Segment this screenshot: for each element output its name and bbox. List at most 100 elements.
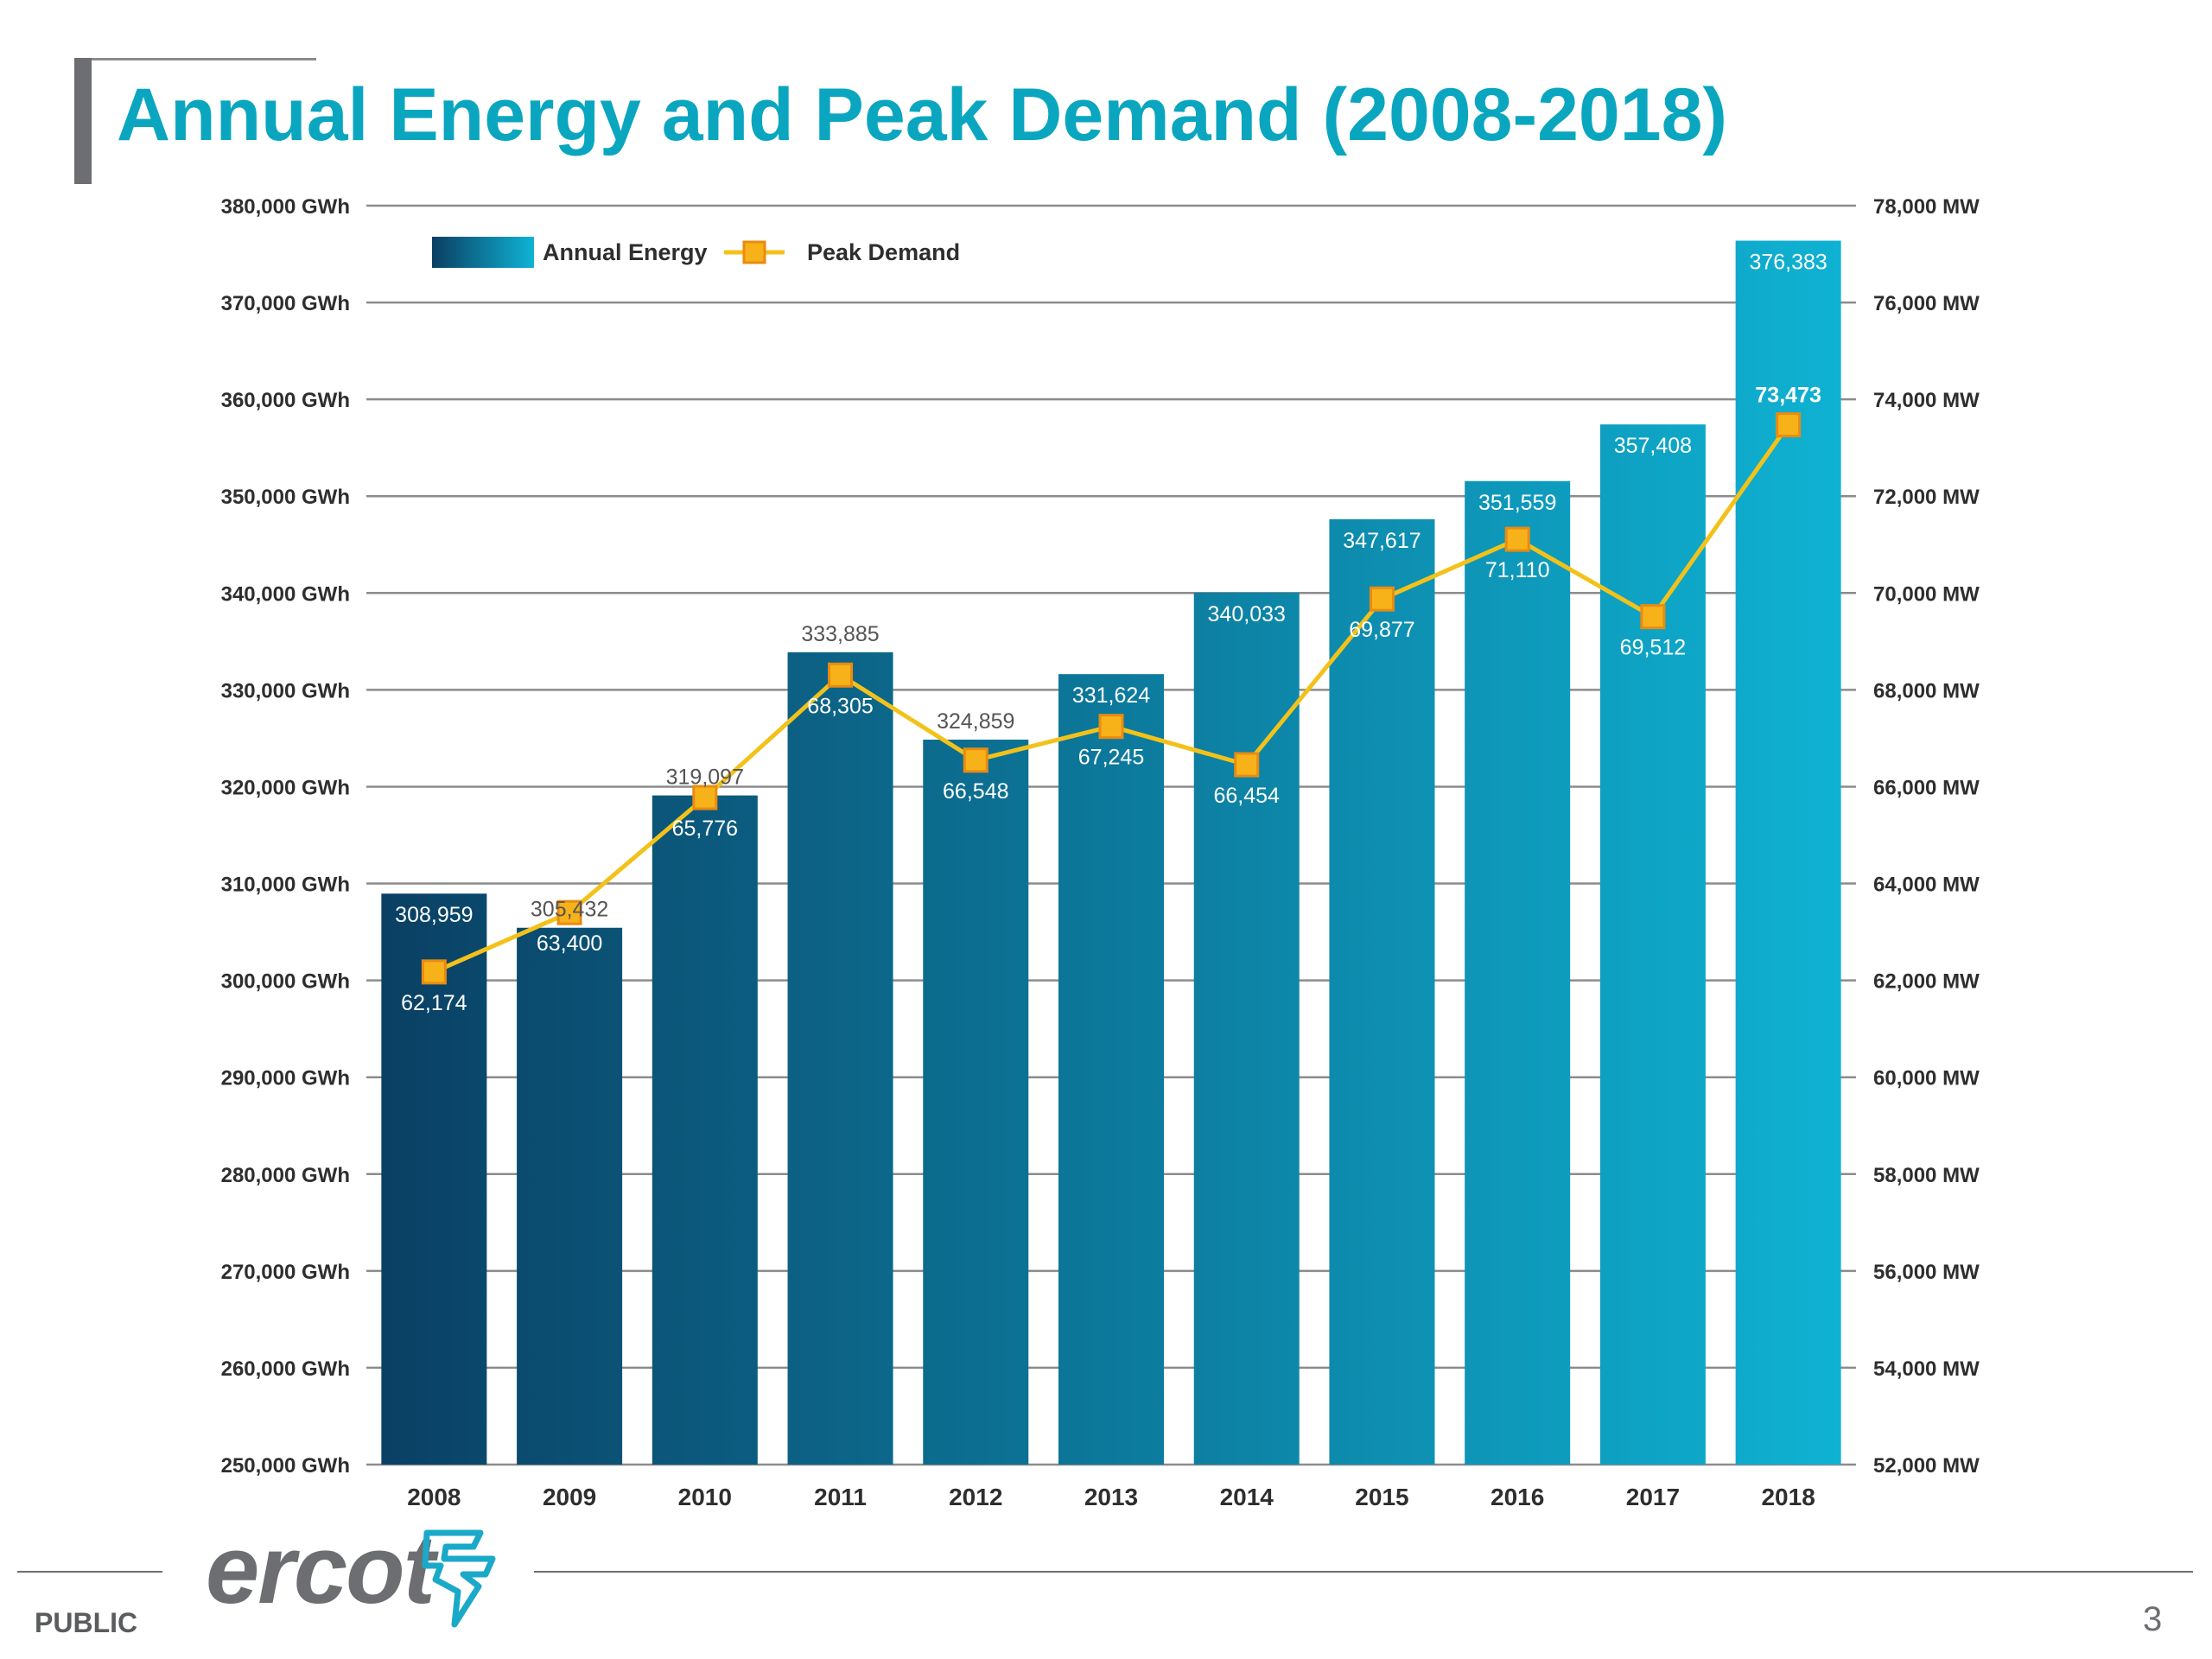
legend-marker-peak-demand bbox=[742, 240, 766, 264]
bar-annual-energy-2014 bbox=[1193, 592, 1300, 1465]
slide-title: Annual Energy and Peak Demand (2008-2018… bbox=[117, 73, 1728, 156]
left-tick-label: 340,000 GWh bbox=[221, 582, 350, 606]
peak-demand-data-label: 71,110 bbox=[1485, 558, 1550, 582]
annual-energy-data-label: 324,859 bbox=[937, 709, 1014, 734]
peak-demand-point-2008 bbox=[421, 959, 447, 985]
annual-energy-data-label: 357,408 bbox=[1614, 434, 1692, 458]
bar-annual-energy-2016 bbox=[1465, 480, 1571, 1465]
annual-energy-data-label: 319,097 bbox=[666, 766, 744, 790]
bar-annual-energy-2011 bbox=[787, 652, 893, 1465]
x-tick-label: 2009 bbox=[543, 1484, 596, 1510]
logo-wordmark: ercot bbox=[206, 1516, 435, 1624]
footer-divider-left bbox=[17, 1571, 162, 1573]
page-number: 3 bbox=[2143, 1600, 2163, 1638]
right-tick-label: 76,000 MW bbox=[1873, 292, 1980, 315]
legend-label-peak-demand: Peak Demand bbox=[807, 239, 960, 265]
right-tick-label: 54,000 MW bbox=[1873, 1357, 1980, 1381]
right-tick-label: 72,000 MW bbox=[1873, 486, 1980, 509]
legend-label-annual-energy: Annual Energy bbox=[543, 239, 708, 265]
peak-demand-point-2009 bbox=[556, 899, 582, 925]
x-tick-label: 2012 bbox=[949, 1484, 1002, 1510]
x-tick-label: 2015 bbox=[1355, 1484, 1408, 1510]
ercot-logo: ercot bbox=[206, 1514, 499, 1635]
right-tick-label: 64,000 MW bbox=[1873, 874, 1980, 897]
left-tick-label: 260,000 GWh bbox=[221, 1357, 350, 1381]
x-tick-label: 2014 bbox=[1220, 1484, 1274, 1510]
right-tick-label: 78,000 MW bbox=[1873, 195, 1980, 219]
peak-demand-line bbox=[421, 412, 1802, 985]
peak-demand-point-2017 bbox=[1640, 604, 1666, 630]
left-tick-label: 300,000 GWh bbox=[221, 970, 350, 994]
title-accent-line bbox=[74, 58, 316, 60]
right-axis: 78,000 MW 76,000 MW 74,000 MW 72,000 MW 70,0… bbox=[1873, 195, 1980, 1478]
left-tick-label: 280,000 GWh bbox=[221, 1164, 350, 1187]
data-labels: 308,959 305,432 319,097 333,885 324,859 331,6… bbox=[395, 251, 1827, 1015]
bar-annual-energy-2018 bbox=[1735, 240, 1841, 1465]
annual-energy-data-label: 308,959 bbox=[395, 903, 473, 927]
bar-annual-energy-2008 bbox=[381, 893, 487, 1465]
annual-energy-data-label: 331,624 bbox=[1072, 683, 1150, 708]
left-tick-label: 350,000 GWh bbox=[221, 486, 350, 509]
x-tick-label: 2011 bbox=[814, 1484, 867, 1510]
left-tick-label: 380,000 GWh bbox=[221, 195, 350, 219]
left-tick-label: 360,000 GWh bbox=[221, 389, 350, 412]
left-tick-label: 320,000 GWh bbox=[221, 776, 350, 799]
texas-bolt-icon bbox=[422, 1529, 496, 1628]
peak-demand-data-label: 67,245 bbox=[1078, 746, 1144, 770]
legend: Annual Energy Peak Demand bbox=[432, 237, 960, 268]
peak-demand-data-label: 73,473 bbox=[1755, 384, 1821, 408]
bar-annual-energy-2017 bbox=[1599, 424, 1706, 1465]
peak-demand-point-2018 bbox=[1776, 412, 1802, 438]
peak-demand-data-label: 69,512 bbox=[1620, 636, 1686, 660]
annual-energy-data-label: 351,559 bbox=[1478, 491, 1556, 515]
right-tick-label: 52,000 MW bbox=[1873, 1454, 1980, 1478]
left-tick-label: 250,000 GWh bbox=[221, 1454, 350, 1478]
peak-demand-data-label: 65,776 bbox=[672, 817, 738, 841]
bars bbox=[381, 240, 1841, 1465]
x-tick-label: 2016 bbox=[1491, 1484, 1544, 1510]
peak-demand-point-2012 bbox=[963, 747, 988, 773]
legend-swatch-annual-energy bbox=[432, 237, 534, 268]
peak-demand-data-label: 69,877 bbox=[1349, 618, 1414, 642]
right-tick-label: 60,000 MW bbox=[1873, 1067, 1980, 1090]
bar-annual-energy-2009 bbox=[517, 927, 623, 1465]
peak-demand-point-2014 bbox=[1234, 752, 1260, 778]
right-tick-label: 70,000 MW bbox=[1873, 582, 1980, 606]
left-tick-label: 270,000 GWh bbox=[221, 1261, 350, 1284]
bar-annual-energy-2012 bbox=[923, 740, 1029, 1465]
right-tick-label: 74,000 MW bbox=[1873, 389, 1980, 412]
classification-label: PUBLIC bbox=[35, 1607, 138, 1638]
left-tick-label: 330,000 GWh bbox=[221, 679, 350, 702]
right-tick-label: 66,000 MW bbox=[1873, 776, 1980, 799]
bar-annual-energy-2013 bbox=[1058, 674, 1164, 1465]
x-tick-label: 2018 bbox=[1761, 1484, 1815, 1510]
left-tick-label: 370,000 GWh bbox=[221, 292, 350, 315]
right-tick-label: 58,000 MW bbox=[1873, 1164, 1980, 1187]
right-tick-label: 68,000 MW bbox=[1873, 679, 1980, 702]
peak-demand-point-2013 bbox=[1098, 714, 1124, 740]
peak-demand-point-2015 bbox=[1369, 586, 1395, 612]
annual-energy-data-label: 376,383 bbox=[1749, 251, 1827, 275]
footer-divider-right bbox=[534, 1571, 2193, 1573]
left-axis: 380,000 GWh 370,000 GWh 360,000 GWh 350,000… bbox=[221, 195, 350, 1478]
x-tick-label: 2008 bbox=[407, 1484, 461, 1510]
x-axis: 2008 2009 2010 2011 2012 2013 2014 2015 2016 2017… bbox=[407, 1484, 1815, 1510]
peak-demand-data-label: 62,174 bbox=[401, 991, 467, 1015]
x-tick-label: 2010 bbox=[678, 1484, 732, 1510]
peak-demand-point-2016 bbox=[1504, 526, 1530, 552]
annual-energy-data-label: 333,885 bbox=[801, 622, 879, 646]
peak-demand-point-2011 bbox=[828, 662, 854, 688]
title-accent-bar bbox=[74, 58, 92, 184]
annual-energy-data-label: 340,033 bbox=[1208, 602, 1286, 626]
annual-energy-data-label: 305,432 bbox=[531, 898, 608, 922]
x-tick-label: 2017 bbox=[1626, 1484, 1680, 1510]
x-tick-label: 2013 bbox=[1084, 1484, 1138, 1510]
peak-demand-data-label: 66,454 bbox=[1213, 784, 1280, 808]
peak-demand-data-label: 66,548 bbox=[943, 779, 1008, 804]
peak-demand-point-2010 bbox=[692, 785, 718, 810]
peak-demand-data-label: 63,400 bbox=[537, 931, 602, 956]
right-tick-label: 62,000 MW bbox=[1873, 970, 1980, 994]
left-tick-label: 310,000 GWh bbox=[221, 874, 350, 897]
peak-demand-data-label: 68,305 bbox=[807, 694, 873, 718]
chart: 380,000 GWh 370,000 GWh 360,000 GWh 350,000… bbox=[221, 195, 1980, 1510]
